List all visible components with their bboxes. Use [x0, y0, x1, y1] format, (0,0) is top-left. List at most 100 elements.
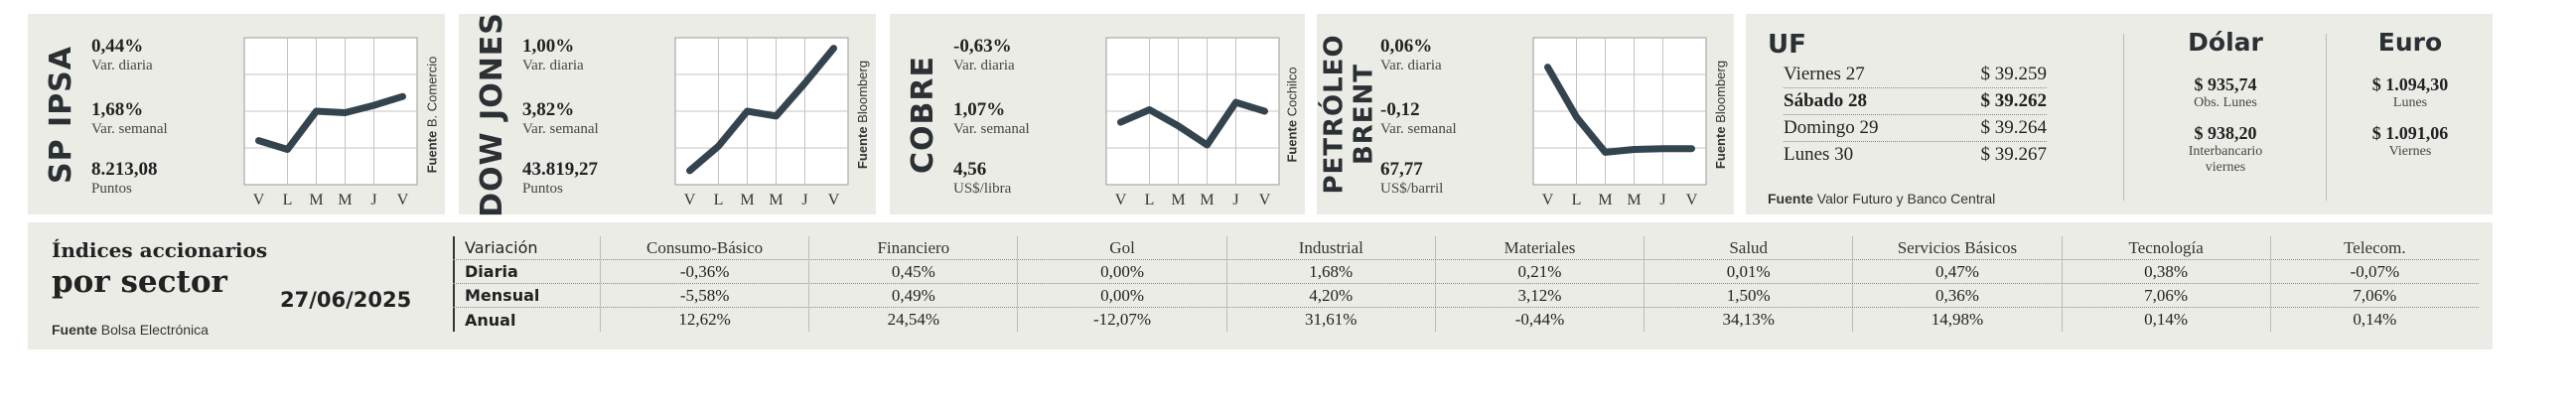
dolar-label-1: Obs. Lunes: [2194, 95, 2257, 110]
table-cell: -0,36%: [600, 260, 808, 283]
weekly-change: 1,68%: [91, 99, 144, 120]
sector-title-line1: Índices accionarios: [52, 238, 268, 262]
column-header: Tecnología: [2061, 236, 2270, 259]
level-value: 67,77: [1380, 159, 1423, 180]
table-cell: -5,58%: [600, 284, 808, 307]
x-tick-label: J: [1232, 192, 1238, 209]
daily-label: Var. diaria: [953, 58, 1015, 73]
series-line: [686, 45, 837, 175]
source-label: Fuente Cochilco: [1284, 66, 1300, 163]
data-point: [400, 93, 405, 99]
table-cell: 0,01%: [1644, 260, 1852, 283]
x-tick-label: V: [684, 192, 696, 209]
data-point: [1545, 65, 1550, 70]
table-row: Diaria -0,36% 0,45% 0,00% 1,68% 0,21% 0,…: [453, 260, 2479, 284]
data-point: [1147, 107, 1152, 113]
x-tick-label: V: [1542, 192, 1554, 209]
sector-panel: Índices accionarios por sector 27/06/202…: [28, 222, 2493, 349]
data-point: [256, 138, 261, 144]
daily-label: Var. diaria: [91, 58, 153, 73]
column-header: Gol: [1017, 236, 1225, 259]
weekly-label: Var. semanal: [1380, 121, 1457, 137]
sector-table: Variación Consumo-Básico Financiero Gol …: [453, 236, 2479, 332]
x-tick-label: M: [1598, 192, 1612, 209]
data-point: [1574, 114, 1579, 120]
x-tick-label: V: [1686, 192, 1698, 209]
dolar-value-1: $ 935,74: [2194, 74, 2257, 94]
data-point: [285, 146, 290, 152]
table-cell: 3,12%: [1434, 284, 1644, 307]
table-cell: 12,62%: [600, 308, 808, 332]
table-cell: 0,14%: [2061, 308, 2270, 332]
table-row: Anual 12,62% 24,54% -12,07% 31,61% -0,44…: [453, 308, 2479, 332]
ipsa-panel: SP IPSA 0,44% Var. diaria 1,68% Var. seman…: [28, 14, 445, 214]
data-point: [687, 168, 692, 174]
series-line: [255, 92, 406, 153]
data-point: [1233, 99, 1238, 105]
level-value: 8.213,08: [91, 159, 158, 180]
divider: [2326, 34, 2327, 201]
source-label: Fuente Bloomberg: [1713, 60, 1729, 169]
euro-label-2: Viernes: [2388, 144, 2432, 159]
euro-value-1: $ 1.094,30: [2371, 74, 2449, 94]
divider: [2123, 34, 2124, 201]
table-cell: 1,68%: [1225, 260, 1435, 283]
panel-title: SP IPSA: [43, 45, 78, 184]
daily-change: 0,06%: [1380, 36, 1433, 57]
uf-source: Fuente Valor Futuro y Banco Central: [1768, 191, 1996, 207]
table-cell: 34,13%: [1644, 308, 1852, 332]
column-header: Salud: [1644, 236, 1852, 259]
dolar-label-2a: Interbancario: [2188, 144, 2263, 159]
table-header-row: Variación Consumo-Básico Financiero Gol …: [453, 236, 2479, 260]
table-cell: 4,20%: [1225, 284, 1435, 307]
level-value: 4,56: [953, 159, 987, 180]
data-point: [1603, 149, 1608, 155]
table-cell: 0,00%: [1017, 284, 1225, 307]
sector-title-line2: por sector: [52, 264, 227, 300]
data-point: [343, 109, 348, 115]
euro-title: Euro: [2377, 28, 2443, 57]
x-tick-label: M: [1627, 192, 1641, 209]
table-cell: 14,98%: [1852, 308, 2061, 332]
table-cell: 0,00%: [1017, 260, 1225, 283]
data-point: [831, 46, 836, 52]
level-label: Puntos: [522, 181, 563, 197]
table-cell: -0,07%: [2269, 260, 2479, 283]
column-header: Servicios Básicos: [1852, 236, 2061, 259]
dolar-title: Dólar: [2188, 28, 2263, 57]
x-tick-label: M: [1171, 192, 1185, 209]
uf-title: UF: [1768, 30, 1806, 60]
data-point: [1176, 123, 1181, 129]
table-cell: 7,06%: [2061, 284, 2270, 307]
x-tick-label: M: [769, 192, 783, 209]
level-label: Puntos: [91, 181, 132, 197]
weekly-change: 3,82%: [522, 99, 575, 120]
table-cell: -0,44%: [1434, 308, 1644, 332]
level-value: 43.819,27: [522, 159, 598, 180]
table-cell: 1,50%: [1644, 284, 1852, 307]
dolar-value-2: $ 938,20: [2194, 123, 2257, 143]
series-line: [1117, 98, 1268, 149]
x-tick-label: L: [714, 192, 724, 209]
table-cell: 0,36%: [1852, 284, 2061, 307]
daily-change: -0,63%: [953, 36, 1012, 57]
x-tick-label: J: [370, 192, 376, 209]
weekly-label: Var. semanal: [953, 121, 1030, 137]
x-tick-label: L: [283, 192, 293, 209]
data-point: [1660, 146, 1665, 152]
dolar-label-2b: viernes: [2205, 160, 2246, 175]
row-label: Anual: [453, 308, 600, 332]
sector-source: Fuente Bolsa Electrónica: [52, 322, 209, 338]
euro-value-2: $ 1.091,06: [2371, 123, 2449, 143]
source-label: Fuente Bloomberg: [855, 60, 871, 169]
weekly-change: -0,12: [1380, 99, 1420, 120]
column-header: Materiales: [1434, 236, 1644, 259]
data-point: [1205, 142, 1210, 148]
